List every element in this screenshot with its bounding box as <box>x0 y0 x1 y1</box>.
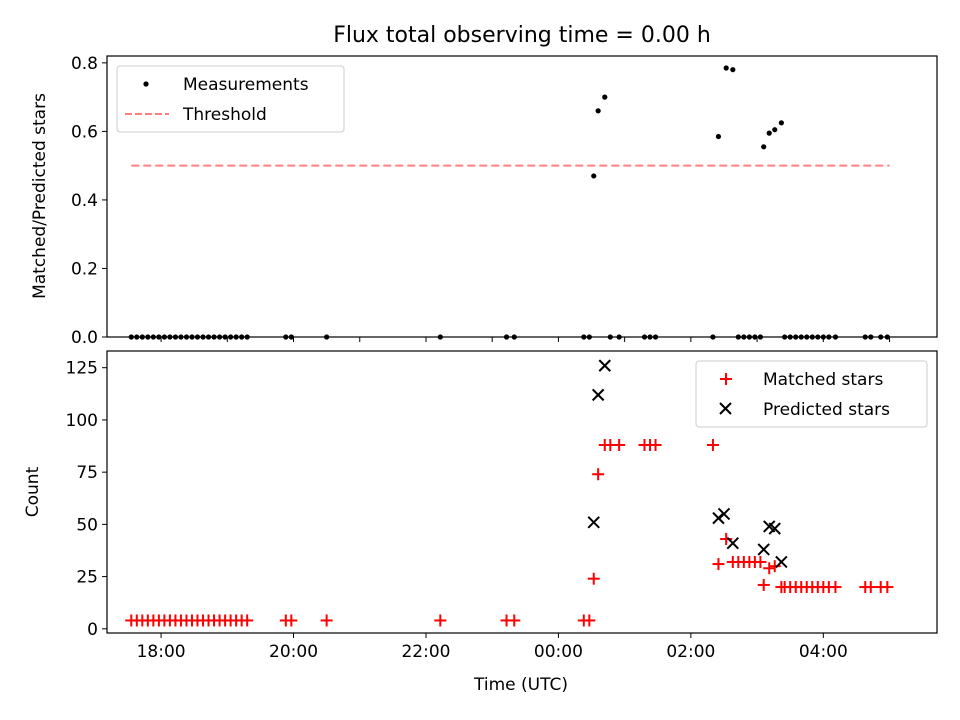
matched-star-point <box>613 439 626 451</box>
bottom-y-tick-label: 100 <box>66 411 98 431</box>
predicted-star-point <box>768 522 781 535</box>
x-tick-label: 22:00 <box>401 642 450 662</box>
predicted-star-point <box>717 507 731 521</box>
matched-star-point <box>757 578 770 591</box>
matched-star-point <box>720 533 733 545</box>
top-y-tick-label: 0.0 <box>71 328 98 348</box>
legend-threshold-label: Threshold <box>182 105 267 125</box>
matched-star-point <box>829 581 842 594</box>
legend-measurements-label: Measurements <box>183 75 309 95</box>
predicted-star-point <box>598 359 611 372</box>
measurement-point <box>595 108 601 114</box>
x-tick-label: 18:00 <box>137 642 186 662</box>
predicted-star-point <box>757 543 770 556</box>
predicted-star-point <box>775 555 788 569</box>
bottom-legend-box <box>695 360 928 428</box>
measurement-point <box>730 67 736 73</box>
bottom-plot-marks <box>125 359 894 627</box>
matched-star-point <box>763 562 776 575</box>
bottom-x-ticks: 18:00 20:00 22:00 00:00 02:00 04:00 <box>137 633 848 662</box>
bottom-y-tick-label: 25 <box>76 568 98 588</box>
matched-star-point <box>881 581 894 594</box>
measurement-point <box>715 133 722 140</box>
matched-star-point <box>587 572 600 585</box>
top-y-tick-label: 0.2 <box>71 259 98 279</box>
top-y-tick-label: 0.4 <box>71 191 98 211</box>
measurement-point <box>766 130 772 136</box>
x-tick-label: 04:00 <box>799 642 848 662</box>
matched-star-point <box>754 555 767 568</box>
bottom-y-ticks: 0 25 50 75 100 125 <box>66 359 107 640</box>
top-axes-frame <box>106 55 938 338</box>
matched-star-point <box>768 560 781 573</box>
legend-predicted-marker <box>719 402 732 415</box>
top-legend-box <box>116 65 345 133</box>
matched-star-point <box>649 439 662 451</box>
legend-matched-marker <box>720 373 732 385</box>
top-panel: 0.00.20.40.60.8 Matched/Predicted stars … <box>30 54 938 348</box>
x-tick-label: 00:00 <box>534 642 583 662</box>
matched-star-point <box>508 614 521 627</box>
x-axis-label: Time (UTC) <box>473 675 568 695</box>
legend-measurements-marker <box>143 81 149 87</box>
legend-matched-label: Matched stars <box>763 370 883 390</box>
matched-star-point <box>241 614 254 627</box>
measurement-point <box>602 94 608 100</box>
matched-star-point <box>706 439 719 451</box>
matched-star-point <box>285 614 298 627</box>
matched-star-point <box>712 558 725 571</box>
bottom-y-tick-label: 50 <box>76 515 98 535</box>
bottom-y-axis-label: Count <box>23 466 43 517</box>
predicted-star-point <box>587 516 600 529</box>
bottom-panel: 0 25 50 75 100 125 18:00 20:00 22:00 00:00 02:00 0… <box>23 350 938 695</box>
bottom-legend: Matched stars Predicted stars <box>695 360 928 428</box>
predicted-star-point <box>591 388 605 402</box>
matched-star-point <box>320 614 333 627</box>
top-x-ticks <box>160 337 891 342</box>
bottom-axes-frame <box>106 350 938 634</box>
measurement-point <box>761 144 767 150</box>
bottom-y-tick-label: 125 <box>66 359 98 379</box>
predicted-star-point <box>726 536 740 550</box>
top-y-axis-label: Matched/Predicted stars <box>30 93 50 299</box>
top-y-tick-label: 0.8 <box>71 54 98 74</box>
top-legend: Measurements Threshold <box>116 65 345 133</box>
x-tick-label: 20:00 <box>269 642 318 662</box>
top-y-ticks: 0.0 0.2 0.4 0.6 0.8 <box>71 54 107 348</box>
legend-predicted-label: Predicted stars <box>763 400 890 420</box>
matched-star-point <box>583 614 596 627</box>
measurement-point <box>778 120 784 126</box>
matched-star-point <box>434 614 447 627</box>
bottom-y-tick-label: 0 <box>87 620 98 640</box>
top-chart-title: Flux total observing time = 0.00 h <box>333 23 711 48</box>
top-y-tick-label: 0.6 <box>71 122 98 142</box>
bottom-y-tick-label: 75 <box>76 463 98 483</box>
measurement-point <box>723 65 729 71</box>
x-tick-label: 02:00 <box>666 642 715 662</box>
measurement-point <box>772 127 778 133</box>
measurement-point <box>591 173 597 179</box>
matched-star-point <box>592 468 605 481</box>
